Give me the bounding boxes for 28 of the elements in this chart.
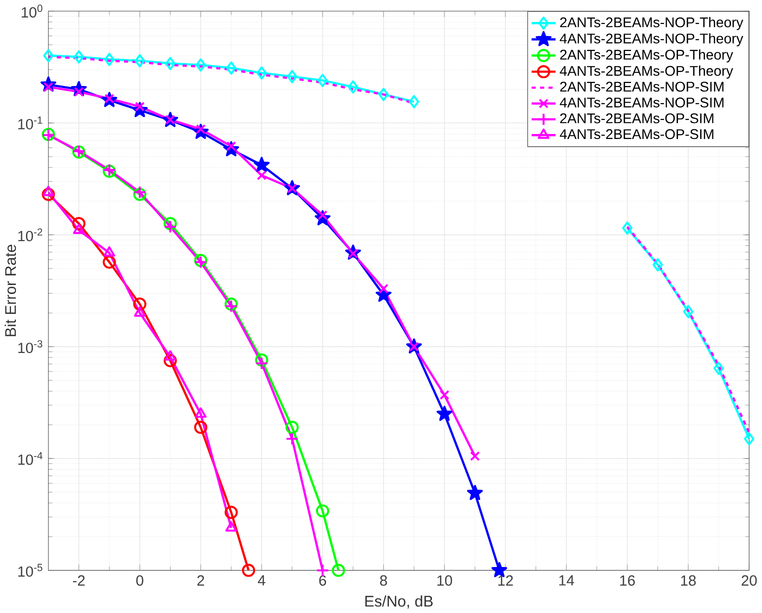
legend-label: 2ANTs-2BEAMs-NOP-Theory: [560, 16, 744, 30]
y-tick-label: 10$^{-3}$: [18, 340, 42, 354]
legend-label: 4ANTs-2BEAMs-NOP-SIM: [560, 98, 724, 108]
x-tick-label: 4: [258, 575, 266, 586]
y-tick-label: 10$^{-2}$: [18, 228, 42, 242]
y-tick-label: 10$^{-4}$: [18, 452, 42, 465]
x-tick-label: 16: [620, 575, 635, 586]
y-tick-label: 10$^{-1}$: [18, 116, 42, 130]
x-tick-label: 12: [498, 575, 513, 586]
legend-label: 2ANTs-2BEAMs-OP-Theory: [560, 49, 734, 62]
y-axis-title: Bit Error Rate: [4, 244, 16, 336]
x-tick-label: 2: [197, 575, 204, 586]
y-tick-label: 10$^{-5}$: [18, 564, 42, 577]
x-tick-label: 14: [559, 575, 574, 586]
x-tick-label: 18: [681, 575, 696, 586]
x-tick-label: 20: [742, 575, 757, 586]
x-tick-label: -2: [72, 575, 85, 586]
x-tick-label: 10: [437, 575, 452, 586]
x-tick-label: 6: [319, 575, 326, 586]
y-tick-label: 10$^{0}$: [22, 4, 42, 18]
legend-label: 4ANTs-2BEAMs-OP-SIM: [560, 129, 714, 140]
x-tick-label: 0: [136, 575, 144, 586]
legend-label: 2ANTs-2BEAMs-OP-SIM: [560, 113, 714, 124]
legend-label: 2ANTs-2BEAMs-NOP-SIM: [560, 82, 724, 92]
legend-label: 4ANTs-2BEAMs-NOP-Theory: [560, 33, 744, 46]
legend-label: 4ANTs-2BEAMs-OP-Theory: [560, 66, 734, 79]
x-tick-label: 8: [380, 575, 387, 586]
x-axis-title: Es/No, dB: [365, 595, 433, 608]
